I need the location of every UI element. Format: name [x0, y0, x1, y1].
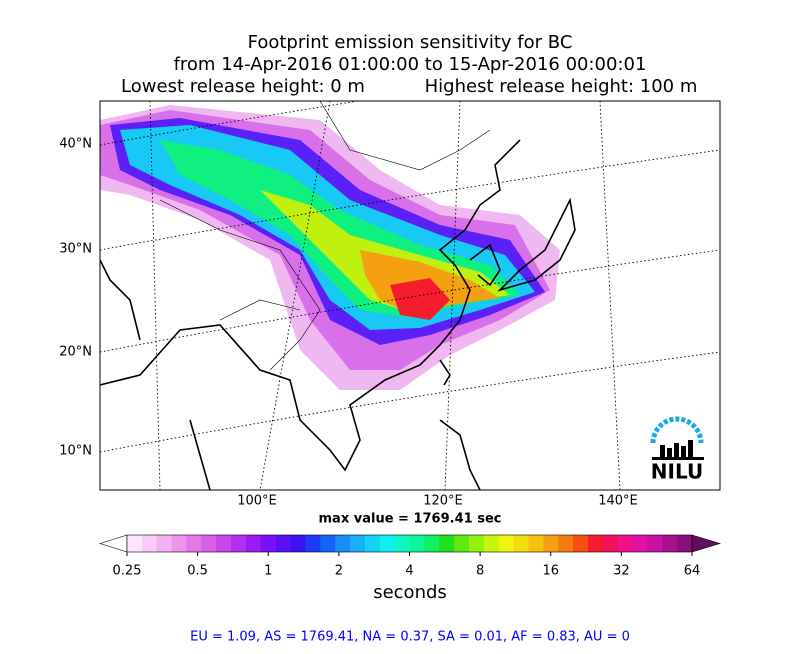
- colorbar-segment: [231, 535, 247, 552]
- colorbar-extend-high: [691, 534, 722, 553]
- colorbar-segment: [305, 535, 321, 552]
- colorbar-segment: [409, 535, 425, 552]
- coastlines: [100, 139, 576, 490]
- colorbar-tick-label: 4: [405, 564, 413, 579]
- colorbar-tick-label: 0.25: [113, 564, 142, 579]
- max-value: max value = 1769.41 sec: [319, 512, 502, 527]
- colorbar-segment: [454, 535, 470, 552]
- colorbar-tick-label: 0.5: [187, 564, 208, 579]
- map: [100, 101, 720, 490]
- colorbar-segment: [335, 535, 351, 552]
- lowest-height: Lowest release height: 0 m: [121, 76, 365, 97]
- lat-label: 10°N: [59, 444, 92, 459]
- colorbar-tick-label: 16: [542, 564, 559, 579]
- colorbar-tick-label: 64: [684, 564, 701, 579]
- colorbar: 0.25 0.5 1 2 4 8 16 32 64: [99, 534, 722, 579]
- colorbar-segment: [350, 535, 366, 552]
- colorbar-extend-low: [99, 534, 128, 553]
- lat-label: 40°N: [59, 137, 92, 152]
- lat-label: 30°N: [59, 242, 92, 257]
- colorbar-label: seconds: [373, 582, 447, 603]
- colorbar-segment: [632, 535, 648, 552]
- colorbar-segment: [216, 535, 232, 552]
- colorbar-segment: [483, 535, 500, 552]
- plume: [100, 105, 560, 390]
- period: from 14-Apr-2016 01:00:00 to 15-Apr-2016…: [174, 54, 647, 75]
- colorbar-tick-label: 32: [613, 564, 630, 579]
- colorbar-segment: [127, 535, 143, 552]
- colorbar-segment: [587, 535, 604, 552]
- colorbar-segment: [647, 535, 663, 552]
- colorbar-tick-label: 1: [264, 564, 272, 579]
- colorbar-segment: [275, 535, 292, 552]
- colorbar-segment: [439, 535, 455, 552]
- colorbar-segment: [424, 535, 440, 552]
- colorbar-segment: [602, 535, 619, 552]
- colorbar-segment: [290, 535, 306, 552]
- colorbar-segment: [201, 535, 217, 552]
- colorbar-tick-label: 2: [335, 564, 343, 579]
- region-summary: EU = 1.09, AS = 1769.41, NA = 0.37, SA =…: [190, 630, 630, 645]
- highest-height: Highest release height: 100 m: [425, 76, 698, 97]
- colorbar-segment: [245, 535, 262, 552]
- colorbar-segment: [528, 535, 544, 552]
- colorbar-segment: [379, 535, 396, 552]
- colorbar-segment: [617, 535, 634, 552]
- title: Footprint emission sensitivity for BC: [248, 32, 573, 53]
- colorbar-segment: [260, 535, 277, 552]
- lon-label: 120°E: [423, 494, 463, 509]
- colorbar-tick-label: 8: [476, 564, 484, 579]
- colorbar-segment: [677, 535, 693, 552]
- colorbar-segment: [513, 535, 529, 552]
- colorbar-segment: [394, 535, 410, 552]
- lon-label: 100°E: [237, 494, 277, 509]
- colorbar-segment: [662, 535, 678, 552]
- colorbar-segment: [558, 535, 574, 552]
- lon-label: 140°E: [598, 494, 638, 509]
- colorbar-segment: [364, 535, 381, 552]
- borders: [159, 101, 491, 371]
- lat-label: 20°N: [59, 345, 92, 360]
- colorbar-segment: [171, 535, 187, 552]
- colorbar-segment: [186, 535, 202, 552]
- nilu-logo: NILU: [650, 416, 704, 484]
- colorbar-segment: [498, 535, 515, 552]
- colorbar-segment: [468, 535, 485, 552]
- logo-text: NILU: [651, 460, 703, 484]
- colorbar-segment: [320, 535, 336, 552]
- colorbar-segment: [156, 535, 173, 552]
- colorbar-segment: [543, 535, 559, 552]
- map-frame: [99, 100, 721, 491]
- colorbar-segment: [573, 535, 589, 552]
- colorbar-segment: [141, 535, 158, 552]
